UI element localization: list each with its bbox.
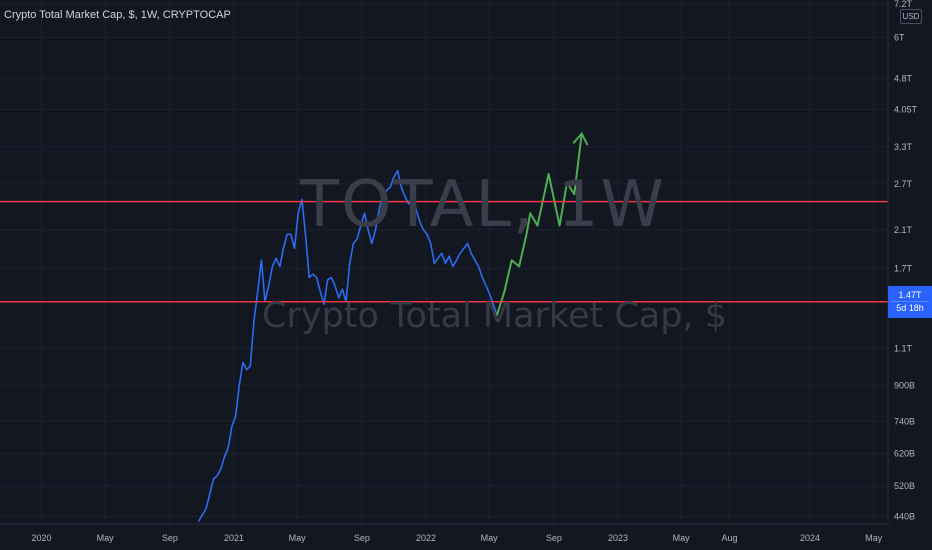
y-tick-label: 4.8T <box>894 73 913 83</box>
x-tick-label: Sep <box>546 533 562 543</box>
x-tick-label: May <box>673 533 691 543</box>
y-tick-label: 2.1T <box>894 225 913 235</box>
y-tick-label: 740B <box>894 416 915 426</box>
projection-path <box>496 132 583 317</box>
last-price-value: 1.47T <box>898 290 922 300</box>
projection-arrow-head <box>572 131 589 146</box>
watermark-symbol: TOTAL, 1W <box>300 168 666 242</box>
x-tick-label: Aug <box>722 533 738 543</box>
x-tick-label: Sep <box>162 533 178 543</box>
time-axis[interactable]: 2020 May Sep 2021 May Sep 2022 May Sep 2023 May Aug… <box>31 533 882 543</box>
x-tick-label: 2023 <box>608 533 628 543</box>
bar-countdown: 5d 18h <box>891 301 929 314</box>
series-layer <box>198 131 589 522</box>
x-tick-label: May <box>289 533 307 543</box>
y-tick-label: 1.7T <box>894 264 913 274</box>
x-tick-label: 2024 <box>800 533 820 543</box>
watermark-description: Crypto Total Market Cap, $ <box>262 296 727 336</box>
y-tick-label: 520B <box>894 481 915 491</box>
y-tick-label: 4.05T <box>894 104 918 114</box>
y-tick-label: 440B <box>894 512 915 522</box>
currency-badge[interactable]: USD <box>900 9 922 24</box>
x-tick-label: 2022 <box>416 533 436 543</box>
y-tick-label: 3.3T <box>894 142 913 152</box>
y-tick-label: 7.2T <box>894 0 913 9</box>
x-tick-label: May <box>97 533 115 543</box>
price-line <box>198 169 498 522</box>
last-price-tag: 1.47T 5d 18h <box>888 286 932 318</box>
y-tick-label: 2.7T <box>894 179 913 189</box>
y-tick-label: 900B <box>894 380 915 390</box>
vertical-grid <box>40 0 875 524</box>
price-axis[interactable]: 7.2T 6T 4.8T 4.05T 3.3T 2.7T 2.1T 1.7T 1.1T 900B 7… <box>894 0 918 522</box>
y-tick-label: 1.1T <box>894 344 913 354</box>
symbol-title[interactable]: Crypto Total Market Cap, $, 1W, CRYPTOCA… <box>4 9 231 21</box>
y-tick-label: 6T <box>894 32 905 42</box>
x-tick-label: May <box>865 533 883 543</box>
horizontal-levels <box>0 200 888 303</box>
x-tick-label: Sep <box>354 533 370 543</box>
x-tick-label: May <box>481 533 499 543</box>
y-tick-label: 620B <box>894 449 915 459</box>
x-tick-label: 2020 <box>31 533 51 543</box>
x-tick-label: 2021 <box>224 533 244 543</box>
horizontal-grid <box>0 3 888 518</box>
